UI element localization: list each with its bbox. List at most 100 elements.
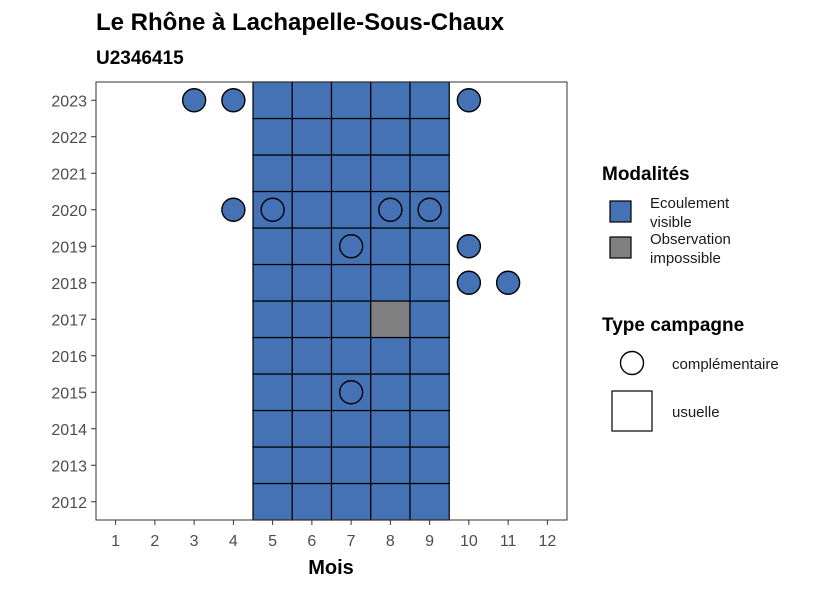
- legend-label-observation-impossible: Observation impossible: [650, 231, 731, 267]
- tile-2014-6: [291, 409, 333, 448]
- x-axis-title: Mois: [308, 557, 354, 579]
- legend-title-modalites: Modalités: [602, 164, 690, 185]
- point-2019-10: [456, 234, 482, 259]
- x-tick-label-5: 5: [268, 533, 277, 550]
- tile-2012-9: [409, 482, 450, 521]
- tile-2016-7: [330, 336, 372, 375]
- point-2018-10: [456, 270, 482, 295]
- y-tick-label-2013: 2013: [51, 458, 87, 475]
- point-2023-3: [181, 88, 207, 113]
- y-tick-label-2019: 2019: [51, 239, 87, 256]
- legend-key-observation-impossible: [609, 236, 632, 259]
- tile-2015-8: [370, 373, 411, 412]
- x-tick-label-2: 2: [150, 533, 159, 550]
- x-tick-label-4: 4: [229, 533, 238, 550]
- tile-2018-5: [252, 263, 293, 302]
- tile-2016-6: [291, 336, 333, 375]
- tile-2022-6: [291, 117, 333, 156]
- tile-2021-6: [291, 154, 333, 193]
- legend-label-ecoulement-visible: Ecoulement visible: [650, 195, 730, 231]
- tile-2023-5: [252, 81, 293, 120]
- tile-2017-5: [252, 300, 293, 339]
- tile-2017-6: [291, 300, 333, 339]
- y-tick-label-2021: 2021: [51, 166, 87, 183]
- point-2018-11: [495, 270, 521, 295]
- legend-label-usuelle: usuelle: [672, 404, 720, 421]
- tile-2014-7: [330, 409, 372, 448]
- tile-2023-8: [370, 81, 411, 120]
- x-tick-label-1: 1: [111, 533, 120, 550]
- point-2023-4: [221, 88, 246, 113]
- y-tick-label-2015: 2015: [51, 385, 87, 402]
- x-tick-label-8: 8: [386, 533, 395, 550]
- tile-2023-6: [291, 81, 333, 120]
- tile-2015-9: [409, 373, 450, 412]
- tile-2016-8: [370, 336, 411, 375]
- tile-2021-8: [370, 154, 411, 193]
- tile-2021-7: [330, 154, 372, 193]
- point-2020-5: [260, 197, 285, 222]
- tile-2013-5: [252, 446, 293, 485]
- y-tick-label-2022: 2022: [51, 130, 87, 147]
- tile-2014-5: [252, 409, 293, 448]
- point-2020-4: [221, 197, 246, 222]
- point-2020-9: [417, 197, 442, 222]
- tile-2020-7: [330, 190, 372, 229]
- legend-title-campagne: Type campagne: [602, 315, 744, 336]
- chart-subtitle: U2346415: [96, 48, 184, 69]
- tile-2018-8: [370, 263, 411, 302]
- tile-2013-6: [291, 446, 333, 485]
- tile-2019-6: [291, 227, 333, 266]
- tile-2017-9: [409, 300, 450, 339]
- chart-title: Le Rhône à Lachapelle-Sous-Chaux: [96, 9, 505, 36]
- tile-2018-9: [409, 263, 450, 302]
- tile-2019-9: [409, 227, 450, 266]
- y-tick-label-2020: 2020: [51, 203, 87, 220]
- tile-2012-6: [291, 482, 333, 521]
- x-tick-label-11: 11: [500, 533, 517, 550]
- tile-2023-9: [409, 81, 450, 120]
- plot-border: [95, 81, 568, 521]
- y-tick-label-2012: 2012: [51, 495, 87, 512]
- tile-2015-5: [252, 373, 293, 412]
- y-tick-label-2017: 2017: [51, 312, 87, 329]
- tile-2014-8: [370, 409, 411, 448]
- y-tick-label-2014: 2014: [51, 422, 87, 439]
- tile-2012-5: [252, 482, 293, 521]
- tile-2016-5: [252, 336, 293, 375]
- y-tick-label-2018: 2018: [51, 276, 87, 293]
- point-2023-10: [456, 88, 482, 113]
- tile-2021-5: [252, 154, 293, 193]
- y-tick-label-2023: 2023: [51, 93, 87, 110]
- tile-2012-8: [370, 482, 411, 521]
- legend-label-complementaire: complémentaire: [672, 356, 779, 373]
- legend-key-ecoulement-visible: [609, 200, 632, 223]
- tile-2023-7: [330, 81, 372, 120]
- tile-2017-8: [370, 300, 411, 339]
- x-tick-label-9: 9: [425, 533, 434, 550]
- point-2015-7: [338, 380, 364, 405]
- legend-key-usuelle: [611, 390, 653, 432]
- x-tick-label-3: 3: [190, 533, 199, 550]
- tile-2013-8: [370, 446, 411, 485]
- tile-2020-6: [291, 190, 333, 229]
- tile-2013-7: [330, 446, 372, 485]
- x-tick-label-7: 7: [347, 533, 356, 550]
- point-2019-7: [338, 234, 364, 259]
- tile-2018-6: [291, 263, 333, 302]
- tile-2016-9: [409, 336, 450, 375]
- tile-2022-9: [409, 117, 450, 156]
- y-tick-label-2016: 2016: [51, 349, 87, 366]
- tile-2014-9: [409, 409, 450, 448]
- tile-2015-6: [291, 373, 333, 412]
- tile-2013-9: [409, 446, 450, 485]
- legend-key-complementaire: [619, 350, 645, 376]
- plot-area: [95, 81, 568, 521]
- x-tick-label-12: 12: [538, 533, 556, 550]
- tile-2017-7: [330, 300, 372, 339]
- tile-2019-5: [252, 227, 293, 266]
- tile-2019-8: [370, 227, 411, 266]
- tile-2022-8: [370, 117, 411, 156]
